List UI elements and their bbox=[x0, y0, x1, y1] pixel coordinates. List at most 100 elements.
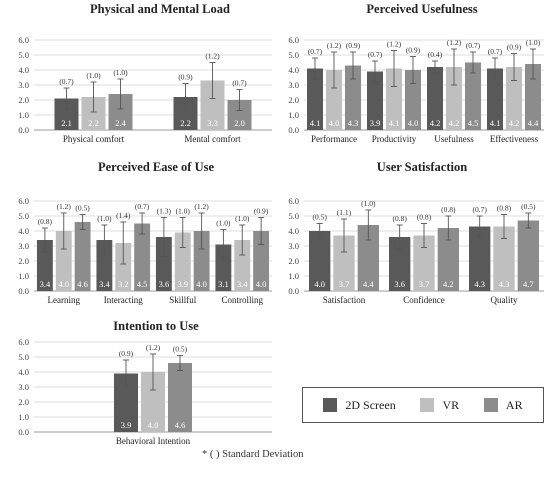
y-tick-label: 6.0 bbox=[18, 196, 29, 206]
y-tick-label: 1.0 bbox=[288, 110, 299, 120]
bar-ar bbox=[437, 228, 459, 291]
y-tick-label: 4.0 bbox=[288, 65, 299, 75]
value-label: 3.3 bbox=[207, 118, 218, 128]
value-label: 4.7 bbox=[523, 279, 534, 289]
value-label: 4.3 bbox=[474, 279, 485, 289]
bar-vr bbox=[234, 240, 251, 291]
y-tick-label: 2.0 bbox=[288, 256, 299, 266]
legend-swatch-ar bbox=[483, 398, 498, 412]
sd-label: (1.2) bbox=[387, 40, 402, 49]
sd-label: (1.3) bbox=[157, 207, 172, 216]
value-label: 4.0 bbox=[408, 118, 419, 128]
bar-ar bbox=[134, 223, 151, 291]
bar-ar bbox=[465, 62, 481, 130]
y-tick-label: 2.0 bbox=[18, 397, 29, 407]
x-tick-label: Behavioral Intention bbox=[116, 436, 191, 446]
value-label: 3.6 bbox=[394, 279, 405, 289]
value-label: 4.0 bbox=[329, 118, 340, 128]
sd-label: (0.9) bbox=[254, 207, 269, 216]
value-label: 4.6 bbox=[175, 420, 186, 430]
y-tick-label: 1.0 bbox=[18, 110, 29, 120]
sd-label: (1.2) bbox=[447, 38, 462, 47]
bar-2d-screen bbox=[487, 68, 503, 130]
y-tick-label: 4.0 bbox=[18, 65, 29, 75]
sd-label: (0.8) bbox=[38, 217, 53, 226]
legend-item-vr: VR bbox=[420, 398, 459, 413]
sd-label: (0.5) bbox=[173, 345, 188, 354]
chart-title: Physical and Mental Load bbox=[90, 2, 230, 16]
chart-perceived-usefulness: Perceived Usefulness 0.0 1.0 2.0 3.0 4.0 5.0 6.… bbox=[288, 2, 544, 144]
value-label: 3.9 bbox=[370, 118, 381, 128]
value-label: 4.2 bbox=[443, 279, 454, 289]
value-label: 3.9 bbox=[121, 420, 132, 430]
sd-label: (1.0) bbox=[526, 38, 541, 47]
y-tick-label: 0.0 bbox=[288, 125, 299, 135]
sd-label: (1.0) bbox=[97, 214, 112, 223]
value-label: 4.2 bbox=[430, 118, 441, 128]
value-label: 3.7 bbox=[339, 279, 350, 289]
bar-vr bbox=[174, 232, 191, 291]
bar-2d-screen bbox=[96, 240, 113, 291]
value-label: 2.2 bbox=[88, 118, 99, 128]
legend-item-2d-screen: 2D Screen bbox=[323, 398, 396, 413]
x-tick-label: Quality bbox=[491, 295, 518, 305]
y-tick-label: 5.0 bbox=[18, 352, 29, 362]
x-tick-label: Confidence bbox=[403, 295, 444, 305]
sd-label: (0.7) bbox=[466, 41, 481, 50]
y-tick-label: 5.0 bbox=[288, 50, 299, 60]
bar-ar bbox=[525, 64, 541, 130]
y-tick-label: 3.0 bbox=[18, 241, 29, 251]
y-tick-label: 0.0 bbox=[288, 286, 299, 296]
y-tick-label: 3.0 bbox=[288, 241, 299, 251]
y-tick-label: 0.0 bbox=[18, 427, 29, 437]
bar-2d-screen bbox=[155, 237, 172, 291]
bar-2d-screen bbox=[215, 244, 232, 291]
bar-ar bbox=[345, 65, 361, 130]
y-tick-label: 4.0 bbox=[288, 226, 299, 236]
bar-ar bbox=[74, 222, 91, 291]
bar-vr bbox=[333, 235, 355, 291]
sd-label: (0.5) bbox=[312, 213, 327, 222]
value-label: 2.4 bbox=[115, 118, 126, 128]
bar-vr bbox=[326, 70, 342, 130]
x-tick-label: Skillful bbox=[169, 295, 197, 305]
value-label: 4.1 bbox=[389, 118, 400, 128]
value-label: 4.2 bbox=[509, 118, 520, 128]
value-label: 4.0 bbox=[314, 279, 325, 289]
bar-ar bbox=[357, 225, 379, 291]
value-label: 3.4 bbox=[237, 279, 248, 289]
value-label: 3.6 bbox=[159, 279, 170, 289]
legend-label-vr: VR bbox=[442, 397, 460, 412]
x-tick-label: Satisfaction bbox=[323, 295, 366, 305]
chart-title: Intention to Use bbox=[113, 319, 199, 333]
x-tick-label: Effectiveness bbox=[490, 134, 539, 144]
sd-label: (0.7) bbox=[135, 202, 150, 211]
x-tick-label: Productivity bbox=[372, 134, 417, 144]
y-tick-label: 2.0 bbox=[288, 95, 299, 105]
value-label: 3.2 bbox=[118, 279, 129, 289]
sd-label: (1.1) bbox=[337, 208, 352, 217]
sd-label: (0.7) bbox=[368, 50, 383, 59]
sd-label: (1.2) bbox=[146, 343, 161, 352]
y-tick-label: 6.0 bbox=[288, 196, 299, 206]
x-tick-label: Interacting bbox=[104, 295, 143, 305]
sd-label: (0.9) bbox=[119, 349, 134, 358]
sd-label: (1.0) bbox=[113, 68, 128, 77]
sd-label: (0.9) bbox=[406, 46, 421, 55]
bar-vr bbox=[386, 68, 402, 130]
y-tick-label: 4.0 bbox=[18, 226, 29, 236]
y-tick-label: 5.0 bbox=[288, 211, 299, 221]
value-label: 2.1 bbox=[61, 118, 72, 128]
sd-label: (0.8) bbox=[417, 213, 432, 222]
sd-label: (0.9) bbox=[178, 73, 193, 82]
bar-2d-screen bbox=[309, 231, 331, 291]
value-label: 4.0 bbox=[148, 420, 159, 430]
y-tick-label: 3.0 bbox=[288, 80, 299, 90]
sd-label: (0.8) bbox=[497, 204, 512, 213]
sd-label: (1.2) bbox=[327, 41, 342, 50]
y-tick-label: 3.0 bbox=[18, 382, 29, 392]
sd-label: (0.7) bbox=[488, 47, 503, 56]
sd-label: (0.8) bbox=[441, 205, 456, 214]
y-tick-label: 0.0 bbox=[18, 286, 29, 296]
